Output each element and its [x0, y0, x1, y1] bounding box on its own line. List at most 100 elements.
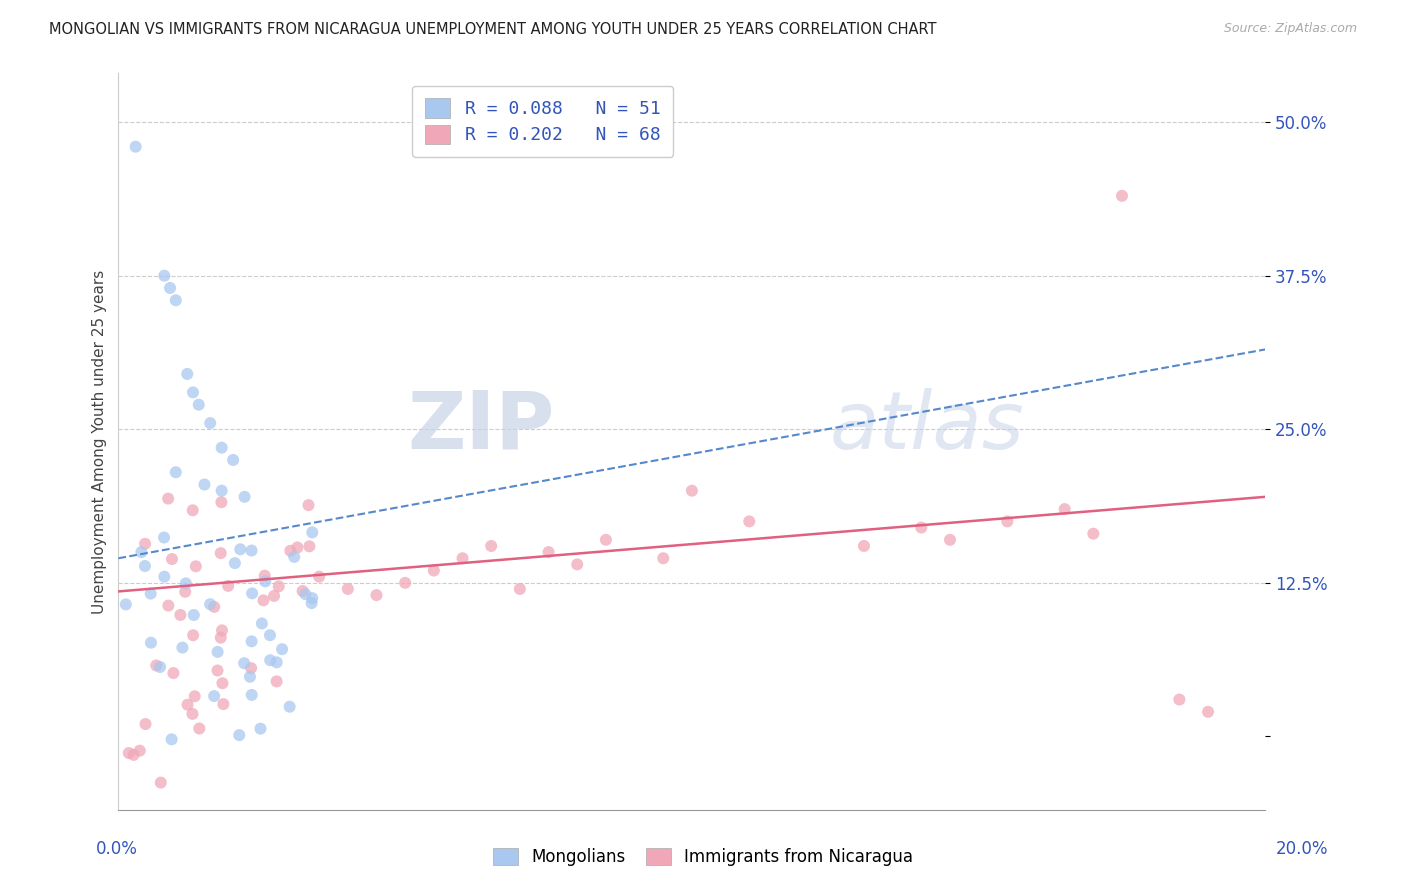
- Point: [537, 545, 560, 559]
- Point: [240, 543, 263, 558]
- Point: [153, 268, 176, 283]
- Point: [183, 607, 205, 622]
- Point: [160, 732, 183, 747]
- Point: [202, 689, 225, 703]
- Point: [229, 542, 252, 557]
- Point: [174, 576, 197, 591]
- Point: [910, 520, 932, 534]
- Point: [240, 634, 263, 648]
- Point: [297, 498, 319, 512]
- Point: [240, 688, 263, 702]
- Point: [207, 664, 229, 678]
- Point: [287, 541, 309, 555]
- Point: [249, 722, 271, 736]
- Point: [479, 539, 502, 553]
- Point: [176, 367, 198, 381]
- Point: [211, 483, 233, 498]
- Point: [308, 570, 330, 584]
- Point: [224, 556, 246, 570]
- Point: [253, 568, 276, 582]
- Point: [169, 607, 191, 622]
- Point: [301, 596, 323, 610]
- Point: [198, 597, 221, 611]
- Point: [153, 570, 176, 584]
- Point: [266, 674, 288, 689]
- Point: [149, 660, 172, 674]
- Point: [128, 744, 150, 758]
- Point: [217, 579, 239, 593]
- Point: [118, 746, 141, 760]
- Point: [567, 558, 589, 572]
- Point: [652, 551, 675, 566]
- Point: [114, 598, 136, 612]
- Text: Source: ZipAtlas.com: Source: ZipAtlas.com: [1223, 22, 1357, 36]
- Point: [153, 531, 176, 545]
- Point: [159, 281, 181, 295]
- Point: [394, 575, 416, 590]
- Point: [211, 624, 233, 638]
- Point: [207, 645, 229, 659]
- Point: [233, 490, 256, 504]
- Point: [183, 690, 205, 704]
- Point: [188, 722, 211, 736]
- Point: [134, 559, 156, 574]
- Point: [266, 656, 288, 670]
- Point: [145, 658, 167, 673]
- Point: [1053, 502, 1076, 516]
- Point: [211, 441, 233, 455]
- Point: [995, 515, 1018, 529]
- Point: [198, 416, 221, 430]
- Point: [681, 483, 703, 498]
- Point: [301, 525, 323, 540]
- Point: [202, 599, 225, 614]
- Point: [122, 747, 145, 762]
- Point: [162, 666, 184, 681]
- Legend: R = 0.088   N = 51, R = 0.202   N = 68: R = 0.088 N = 51, R = 0.202 N = 68: [412, 86, 673, 157]
- Point: [184, 559, 207, 574]
- Point: [174, 584, 197, 599]
- Point: [131, 545, 153, 559]
- Point: [280, 543, 302, 558]
- Point: [139, 636, 162, 650]
- Point: [212, 697, 235, 711]
- Point: [187, 398, 209, 412]
- Point: [165, 293, 187, 308]
- Point: [181, 706, 204, 721]
- Point: [254, 574, 277, 589]
- Point: [738, 515, 761, 529]
- Point: [181, 503, 204, 517]
- Point: [1168, 692, 1191, 706]
- Text: 20.0%: 20.0%: [1277, 840, 1329, 858]
- Point: [240, 586, 263, 600]
- Legend: Mongolians, Immigrants from Nicaragua: Mongolians, Immigrants from Nicaragua: [486, 841, 920, 873]
- Point: [181, 628, 204, 642]
- Point: [263, 589, 285, 603]
- Point: [301, 591, 323, 606]
- Point: [124, 139, 146, 153]
- Point: [298, 539, 321, 553]
- Point: [259, 628, 281, 642]
- Point: [509, 582, 531, 596]
- Point: [595, 533, 617, 547]
- Point: [852, 539, 875, 553]
- Point: [222, 453, 245, 467]
- Text: ZIP: ZIP: [406, 388, 554, 466]
- Point: [939, 533, 962, 547]
- Text: MONGOLIAN VS IMMIGRANTS FROM NICARAGUA UNEMPLOYMENT AMONG YOUTH UNDER 25 YEARS C: MONGOLIAN VS IMMIGRANTS FROM NICARAGUA U…: [49, 22, 936, 37]
- Y-axis label: Unemployment Among Youth under 25 years: Unemployment Among Youth under 25 years: [93, 269, 107, 614]
- Point: [259, 653, 281, 667]
- Point: [1111, 189, 1133, 203]
- Point: [240, 661, 263, 675]
- Point: [278, 699, 301, 714]
- Point: [1197, 705, 1219, 719]
- Point: [252, 593, 274, 607]
- Point: [271, 642, 294, 657]
- Point: [283, 549, 305, 564]
- Point: [181, 385, 204, 400]
- Point: [267, 579, 290, 593]
- Text: atlas: atlas: [830, 388, 1025, 466]
- Point: [139, 586, 162, 600]
- Point: [176, 698, 198, 712]
- Point: [134, 717, 156, 731]
- Point: [211, 676, 233, 690]
